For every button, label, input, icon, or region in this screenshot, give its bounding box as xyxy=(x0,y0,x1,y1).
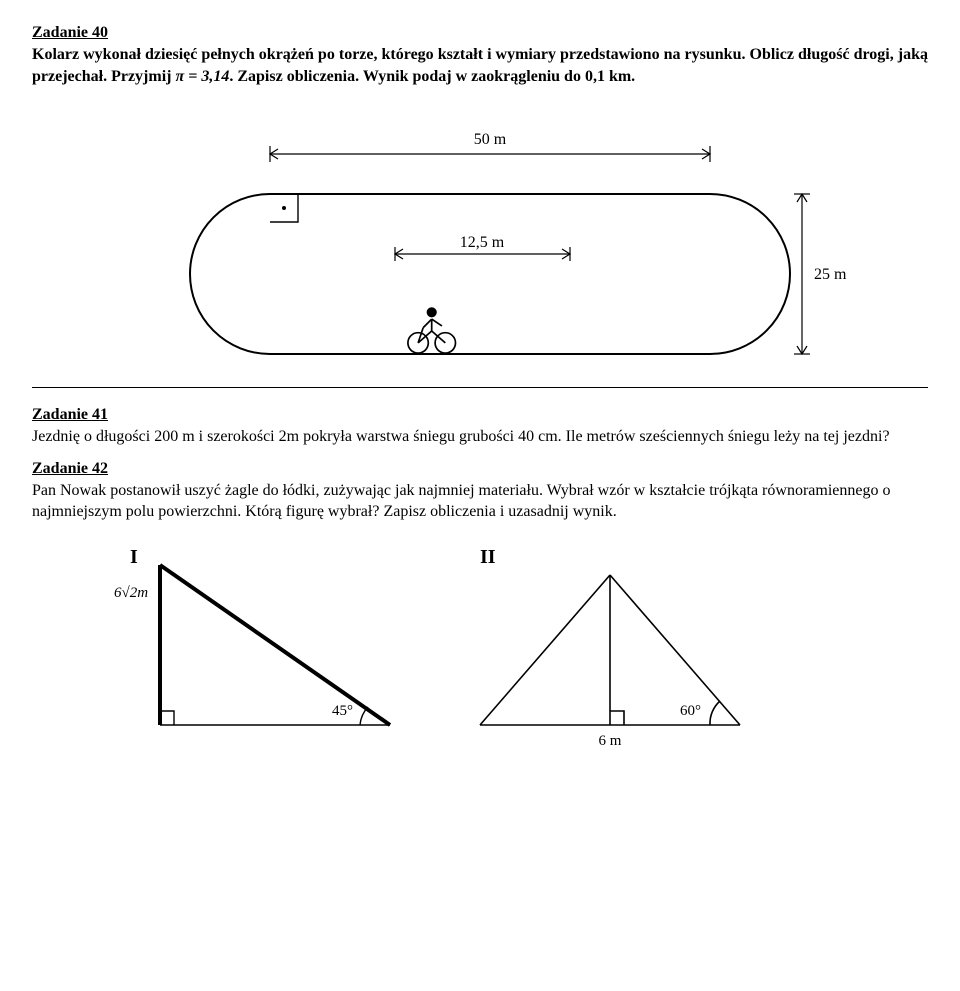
triangle-I-hyp-label: 6√2m xyxy=(114,585,148,601)
label-II: II xyxy=(480,546,496,568)
task40-diagram: 50 m 25 m 12,5 m xyxy=(100,99,860,369)
task41-text: Jezdnię o długości 200 m i szerokości 2m… xyxy=(32,426,928,448)
dim-top-group xyxy=(270,146,710,162)
triangle-I xyxy=(160,565,390,725)
task40-text-p2: . Zapisz obliczenia. Wynik podaj w zaokr… xyxy=(229,68,635,85)
track-outline xyxy=(190,194,790,354)
task42-diagram: I 45° 6√2m II 60° 6 m xyxy=(90,535,870,775)
task40-heading: Zadanie 40 xyxy=(32,24,928,42)
separator-40-41 xyxy=(32,387,928,388)
task42-text: Pan Nowak postanowił uszyć żagle do łódk… xyxy=(32,480,928,523)
label-I: I xyxy=(130,546,138,568)
task40-text: Kolarz wykonał dziesięć pełnych okrążeń … xyxy=(32,44,928,87)
dim-radius-label: 12,5 m xyxy=(460,234,505,251)
dim-right-label: 25 m xyxy=(814,266,847,283)
task41-heading: Zadanie 41 xyxy=(32,406,928,424)
task40-pi: π = 3,14 xyxy=(175,68,229,85)
task42-heading: Zadanie 42 xyxy=(32,460,928,478)
corner-dot xyxy=(282,206,286,210)
triangle-II xyxy=(480,575,740,725)
dim-top-label: 50 m xyxy=(474,131,507,148)
triangle-I-angle: 45° xyxy=(332,703,353,719)
triangle-II-base-label: 6 m xyxy=(599,733,622,749)
triangle-II-angle: 60° xyxy=(680,703,701,719)
dim-right-group xyxy=(794,194,810,354)
